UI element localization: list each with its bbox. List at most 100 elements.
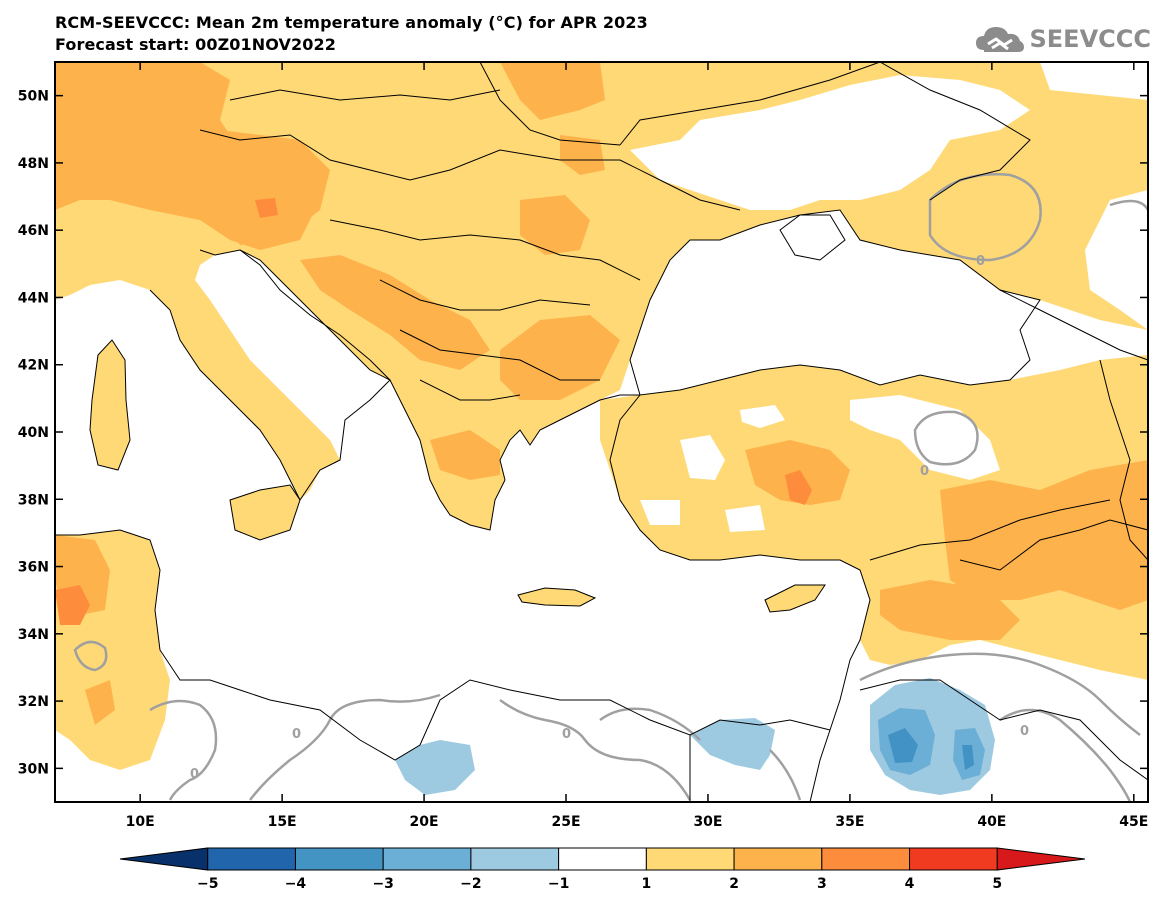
colorbar-label: 2 — [729, 876, 739, 892]
contour-egypt-1 — [499, 698, 692, 801]
contour-label: 0 — [976, 254, 985, 269]
lat-tick-label: 38N — [18, 492, 49, 508]
lat-tick-label: 50N — [18, 89, 49, 105]
zero-contours — [73, 173, 1148, 802]
lon-tick-label: 10E — [126, 814, 155, 830]
colorbar-label: 4 — [905, 876, 915, 892]
contour-label: 0 — [190, 767, 199, 782]
anomaly-patch-austria — [205, 130, 330, 245]
anomaly-patch-greece — [430, 430, 500, 480]
colorbar-label: −1 — [548, 876, 569, 892]
contour-tunisia — [73, 640, 108, 672]
anomaly-gap-anatolia-3 — [850, 395, 1000, 480]
border-poland — [479, 62, 621, 146]
border-balkans-3 — [399, 329, 600, 381]
lat-tick-label: 48N — [18, 156, 49, 172]
coastline-sardinia — [89, 339, 131, 471]
coastline-crimea — [779, 214, 846, 261]
anomaly-class-2-3 — [55, 62, 1148, 725]
colorbar-box — [645, 847, 735, 871]
colorbar-label: −2 — [460, 876, 481, 892]
border-central-europe — [199, 129, 661, 181]
coastline-anatolia-south — [609, 394, 871, 802]
coastline-north-africa — [55, 529, 831, 761]
lat-tick-label: 46N — [18, 223, 49, 239]
anomaly-gap-ukraine — [630, 75, 1030, 210]
contour-labels: 0 0 0 0 0 0 — [190, 254, 1029, 782]
map-field: 0 0 0 0 0 0 — [55, 62, 1148, 802]
lon-tick-label: 35E — [835, 814, 864, 830]
anomaly-patch-balkans — [300, 255, 490, 370]
lon-tick-label: 30E — [693, 814, 722, 830]
colorbar-extend-min — [119, 847, 209, 871]
border-caucasus — [999, 289, 1148, 361]
colorbar-extend-max — [996, 847, 1086, 871]
colorbar-box — [909, 847, 998, 871]
coastline-sicily — [229, 484, 301, 541]
lat-tick-label: 44N — [18, 290, 49, 306]
lat-tick-label: 36N — [18, 560, 49, 576]
colorbar-label: 5 — [992, 876, 1002, 892]
border-balkans-2 — [379, 279, 591, 311]
anomaly-patch-anatolia-hot — [785, 470, 812, 505]
lat-tick-label: 42N — [18, 358, 49, 374]
contour-caucasus — [1109, 199, 1148, 211]
anomaly-gap-anatolia-4 — [640, 500, 765, 532]
border-jordan-saudi — [859, 679, 1148, 781]
contour-libya — [249, 693, 441, 801]
contour-anatolia-east — [913, 410, 979, 466]
anomaly-patch-poland — [500, 62, 605, 120]
title-line-1: RCM-SEEVCCC: Mean 2m temperature anomaly… — [55, 13, 648, 32]
contour-label: 0 — [920, 464, 929, 479]
coastline-italy — [149, 249, 391, 501]
anomaly-region-sardinia — [90, 340, 130, 470]
border-russia — [879, 62, 1031, 201]
logo-text: SEEVCCC — [1029, 25, 1152, 53]
anomaly-patch-east-anatolia — [940, 460, 1148, 610]
anomaly-region-sicily — [230, 485, 300, 540]
anomaly-class-3-4 — [55, 198, 812, 625]
contour-label: 0 — [562, 727, 571, 742]
border-turkey-syria — [869, 499, 1111, 561]
lon-tick-label: 25E — [551, 814, 580, 830]
lon-axis: 10E 15E 20E 25E 30E 35E 40E 45E — [126, 62, 1148, 830]
colorbar-box — [821, 847, 911, 871]
contour-egypt-west — [149, 699, 218, 801]
colorbar-label: 1 — [641, 876, 651, 892]
coastline-cyprus — [764, 584, 826, 613]
cloud-logo-icon — [975, 27, 1024, 52]
border-ukraine-2 — [659, 179, 741, 211]
border-balkans — [329, 219, 641, 281]
lon-tick-label: 40E — [977, 814, 1006, 830]
anomaly-patch-hungary — [520, 195, 590, 255]
border-balkans-4 — [419, 379, 521, 401]
title-line-2: Forecast start: 00Z01NOV2022 — [55, 35, 336, 54]
coastline-black-sea — [629, 209, 1041, 396]
lat-tick-label: 40N — [18, 425, 49, 441]
colorbar-box — [294, 847, 384, 871]
map-title: RCM-SEEVCCC: Mean 2m temperature anomaly… — [55, 12, 648, 56]
colorbar-box — [558, 847, 647, 871]
border-central-europe-2 — [229, 89, 501, 101]
anomaly-patch-austria-hot — [255, 198, 278, 218]
anomaly-patch-bulgaria — [500, 315, 620, 400]
contour-sinai — [769, 749, 802, 801]
lat-tick-label: 30N — [18, 761, 49, 777]
anomaly-gap-anatolia-1 — [680, 435, 725, 480]
anomaly-patch-arabia-cold-2 — [962, 745, 974, 770]
colorbar: −5 −4 −3 −2 −1 1 2 3 4 5 — [119, 847, 1086, 892]
anomaly-patch-egypt-cool — [690, 718, 775, 770]
lat-tick-label: 34N — [18, 627, 49, 643]
contour-arabia — [859, 652, 1141, 736]
border-ukraine — [619, 62, 881, 146]
anomaly-patch-arabia-cold — [888, 728, 918, 763]
colorbar-box — [733, 847, 823, 871]
colorbar-label: −5 — [197, 876, 218, 892]
contour-label: 0 — [292, 727, 301, 742]
lon-tick-label: 15E — [268, 814, 297, 830]
anomaly-region-crete — [518, 588, 595, 606]
anomaly-patch-syria — [880, 580, 1020, 640]
coastline-adriatic-east — [239, 249, 506, 531]
coastline-aegean — [499, 394, 640, 481]
